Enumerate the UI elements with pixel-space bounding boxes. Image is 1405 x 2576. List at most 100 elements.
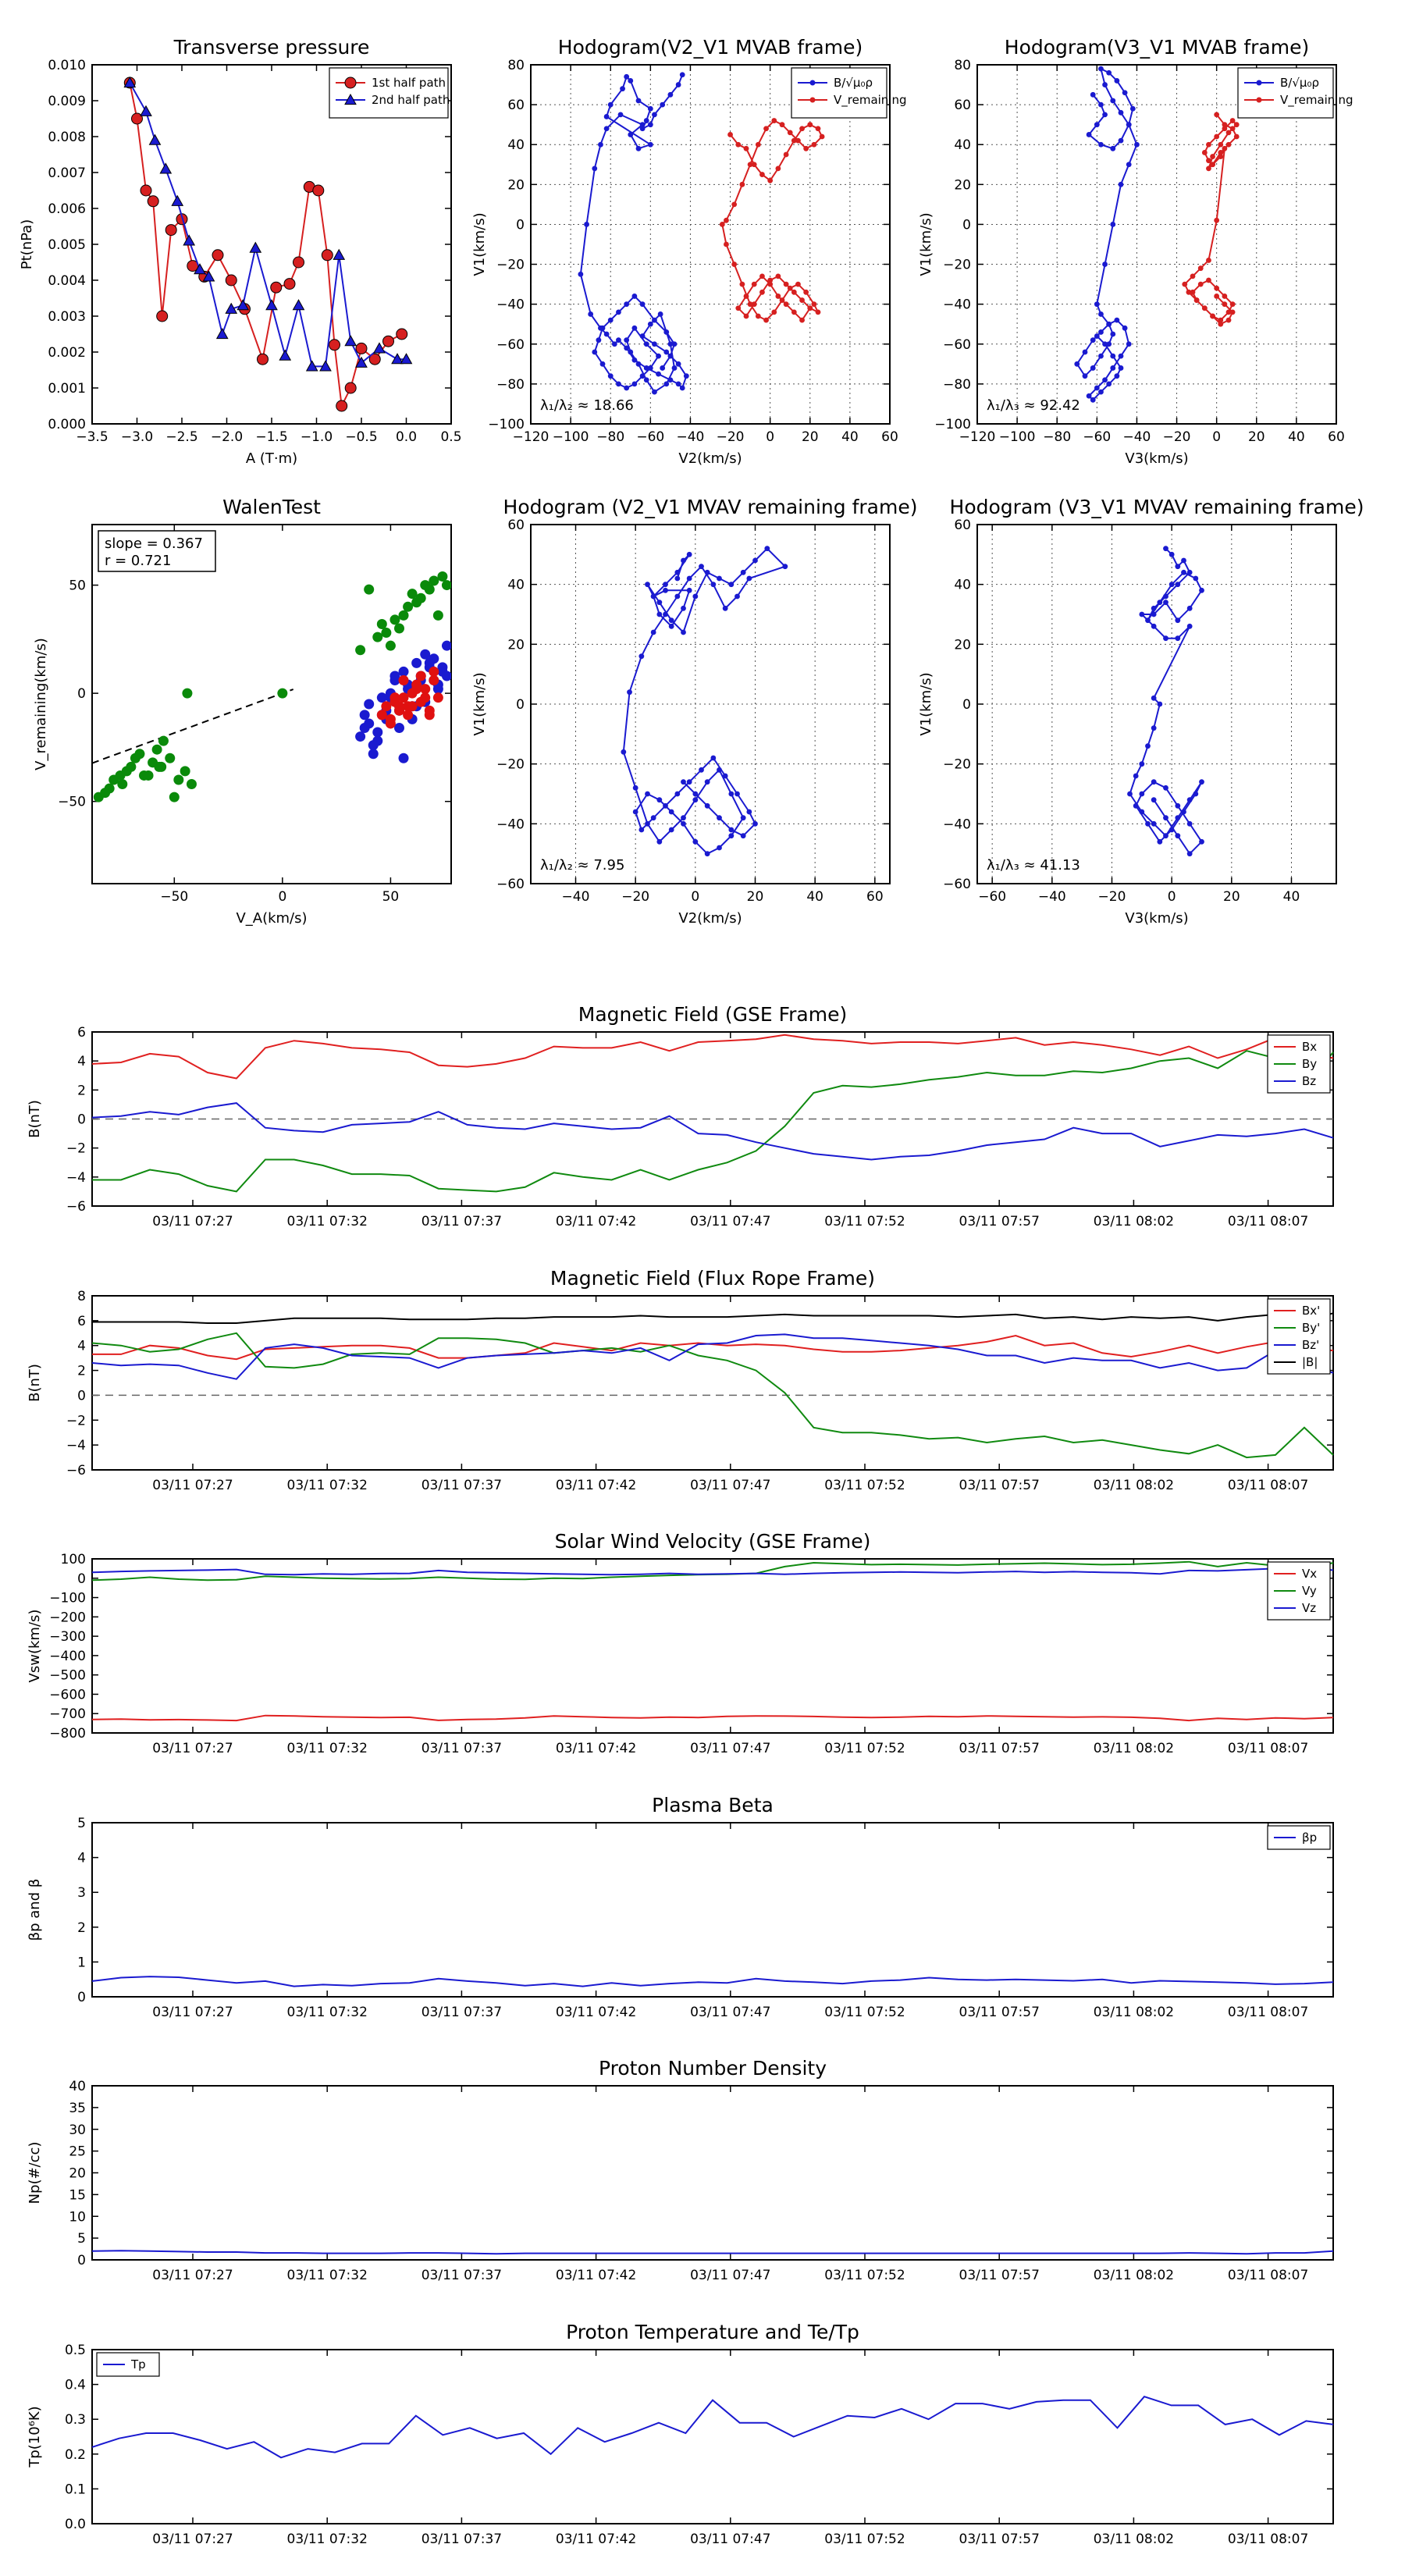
scatter-point bbox=[165, 753, 176, 763]
x-axis-label: V3(km/s) bbox=[1125, 910, 1188, 927]
data-point bbox=[692, 791, 699, 797]
data-point bbox=[809, 97, 816, 103]
data-point bbox=[578, 271, 584, 277]
scatter-point bbox=[411, 657, 422, 668]
data-point bbox=[639, 126, 646, 132]
plot-frame bbox=[91, 1295, 1334, 1471]
scatter-point bbox=[441, 671, 451, 681]
y-tick-label: −200 bbox=[49, 1610, 86, 1625]
data-point bbox=[1210, 313, 1215, 319]
scatter-point bbox=[398, 692, 409, 703]
legend-label: Vz bbox=[1302, 1601, 1316, 1615]
scatter-point bbox=[415, 592, 426, 603]
scatter-point bbox=[359, 710, 370, 720]
time-tick-label: 03/11 07:42 bbox=[556, 2005, 636, 2020]
series-line-1 bbox=[91, 2396, 1334, 2459]
series-line-2 bbox=[92, 1050, 1334, 1193]
scatter-point bbox=[393, 722, 404, 733]
legend-label: 2nd half path bbox=[372, 93, 450, 107]
data-point bbox=[396, 328, 408, 340]
legend-label: Bx' bbox=[1302, 1304, 1320, 1318]
scatter-point bbox=[126, 761, 137, 772]
data-point bbox=[400, 353, 413, 365]
scatter-point bbox=[385, 640, 396, 651]
data-point bbox=[803, 145, 809, 151]
data-point bbox=[791, 137, 797, 144]
data-point bbox=[631, 294, 638, 299]
data-point bbox=[1090, 337, 1096, 343]
scatter-point bbox=[432, 610, 443, 621]
data-point bbox=[681, 779, 686, 785]
data-point bbox=[1118, 365, 1124, 371]
y-axis-label: Tp(10⁶K) bbox=[27, 2406, 43, 2467]
time-tick-label: 03/11 07:27 bbox=[152, 2268, 233, 2283]
time-tick-label: 03/11 07:32 bbox=[287, 1214, 368, 1229]
plot-area bbox=[1074, 66, 1240, 403]
scatter-point bbox=[424, 584, 435, 595]
data-point bbox=[759, 289, 765, 295]
data-point bbox=[759, 273, 765, 279]
scatter-point bbox=[368, 740, 379, 751]
data-point bbox=[1181, 809, 1186, 815]
series-2 bbox=[719, 118, 825, 323]
series-line bbox=[1129, 547, 1203, 856]
data-point bbox=[656, 353, 661, 359]
data-point bbox=[743, 294, 749, 299]
y-tick-label: −20 bbox=[943, 258, 971, 273]
y-tick-label: 0.004 bbox=[48, 273, 86, 289]
x-axis-label: A (T·m) bbox=[246, 450, 297, 467]
scatter-point bbox=[437, 662, 448, 673]
data-point bbox=[674, 791, 681, 797]
y-tick-label: −20 bbox=[496, 258, 525, 273]
data-point bbox=[656, 371, 661, 377]
y-tick-label: 4 bbox=[77, 1339, 86, 1354]
y-axis-label: V1(km/s) bbox=[471, 212, 488, 276]
data-point bbox=[652, 112, 657, 118]
data-point bbox=[783, 281, 789, 287]
data-point bbox=[631, 325, 638, 331]
scatter-point bbox=[381, 701, 392, 712]
y-tick-label: 0.2 bbox=[65, 2447, 86, 2463]
y-tick-label: 0 bbox=[962, 697, 971, 713]
y-tick-label: −60 bbox=[943, 877, 971, 892]
data-point bbox=[663, 349, 670, 355]
data-point bbox=[679, 385, 685, 391]
data-point bbox=[1098, 141, 1104, 148]
data-point bbox=[807, 122, 813, 128]
y-tick-label: 0 bbox=[77, 2253, 86, 2268]
data-point bbox=[652, 317, 657, 323]
data-point bbox=[759, 172, 765, 177]
data-point bbox=[1210, 162, 1215, 168]
y-tick-label: −4 bbox=[66, 1170, 86, 1186]
data-point bbox=[819, 133, 825, 140]
data-point bbox=[643, 118, 649, 123]
data-point bbox=[692, 797, 699, 803]
data-point bbox=[727, 132, 733, 137]
data-point bbox=[1098, 101, 1104, 108]
data-point bbox=[1233, 122, 1240, 128]
series-1 bbox=[93, 571, 451, 802]
legend: Tp bbox=[96, 2352, 160, 2377]
data-point bbox=[663, 582, 668, 588]
time-tick-label: 03/11 08:07 bbox=[1228, 2005, 1308, 2020]
data-point bbox=[717, 815, 722, 821]
data-point bbox=[1122, 90, 1128, 96]
data-point bbox=[249, 241, 262, 253]
chart-plasma-beta: 03/11 07:27 03/11 07:32 03/11 07:37 03/11 0… bbox=[27, 1794, 1334, 2020]
scatter-point bbox=[398, 675, 409, 686]
data-point bbox=[632, 785, 638, 791]
data-point bbox=[624, 301, 630, 308]
data-point bbox=[704, 779, 710, 785]
data-point bbox=[1106, 69, 1112, 76]
time-tick-label: 03/11 07:27 bbox=[152, 1214, 233, 1229]
data-point bbox=[746, 809, 752, 815]
chart-hodogram-v3-v1-mvab: −120 −100 −80 −60 −40 −20 0 20 40 60 −100 −80 −60 −40… bbox=[918, 36, 1353, 467]
time-tick-label: 03/11 07:57 bbox=[959, 1478, 1040, 1493]
data-point bbox=[391, 353, 404, 365]
data-point bbox=[710, 582, 717, 588]
data-point bbox=[1210, 154, 1215, 159]
scatter-point bbox=[429, 575, 439, 586]
y-axis-label: V1(km/s) bbox=[918, 212, 934, 276]
series-1 bbox=[123, 76, 408, 412]
